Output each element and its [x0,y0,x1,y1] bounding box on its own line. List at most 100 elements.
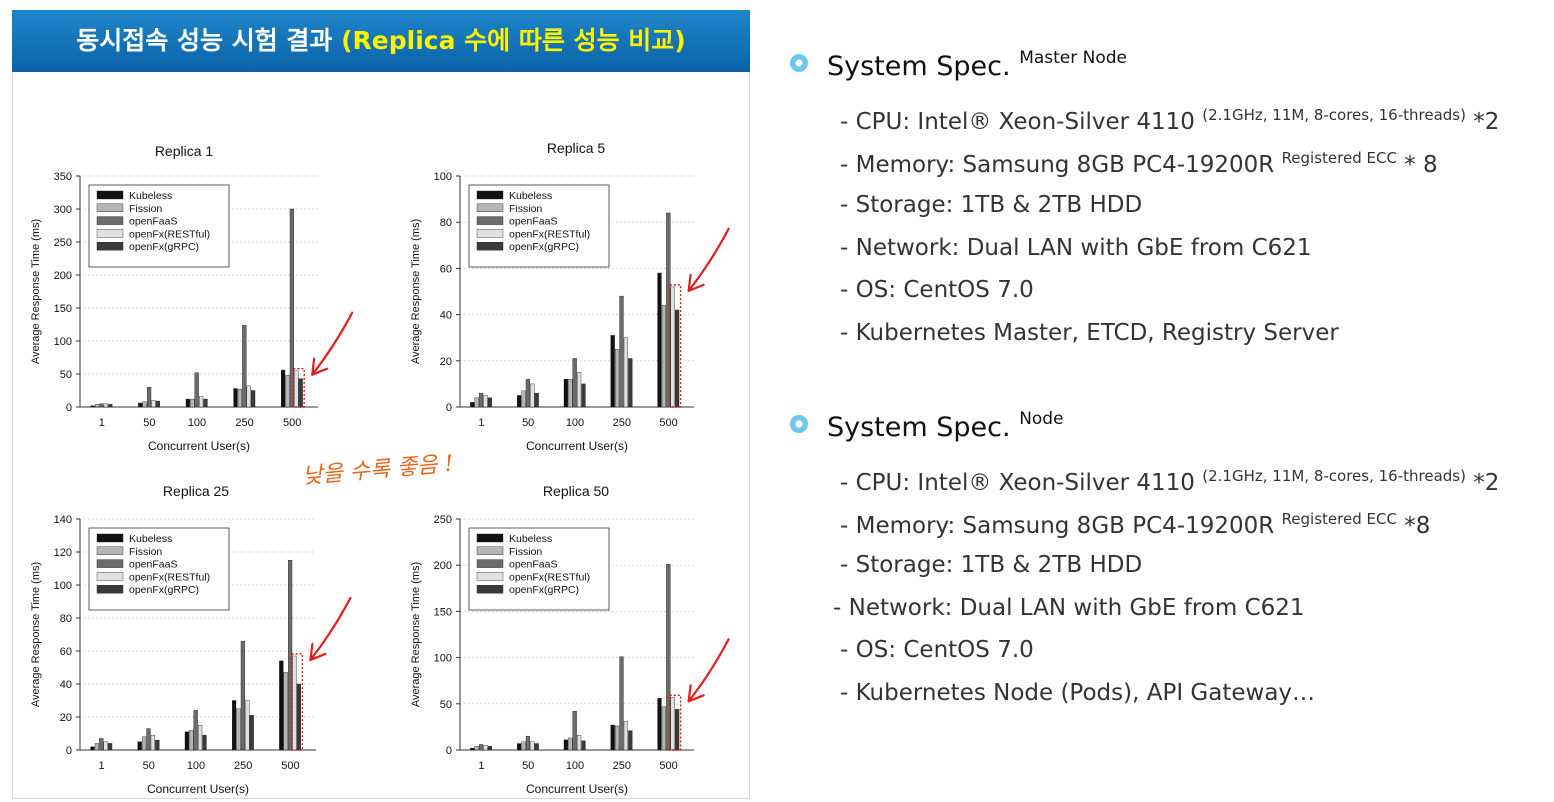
bar-openfx-restful- [198,396,204,408]
legend-entry: Kubeless [129,533,172,545]
spec-item-tail: *2 [1465,109,1500,135]
legend-swatch [96,572,124,581]
bar-fission [615,349,620,408]
legend-entry: openFx(gRPC) [509,241,579,253]
bar-kubeless [470,747,475,751]
legend-entry: openFx(gRPC) [129,584,199,596]
spec-item-text: - Storage: 1TB & 2TB HDD [840,552,1143,578]
spec-item-text: - OS: CentOS 7.0 [840,277,1034,303]
bar-openfx-restful- [151,400,156,408]
bar-openfx-grpc- [675,309,680,408]
x-tick-label: 1 [99,760,105,772]
spec-item: - OS: CentOS 7.0 [840,277,1034,303]
bar-kubeless [517,395,522,408]
y-tick-label: 40 [440,310,452,322]
bar-openfx-restful- [483,745,488,751]
bar-fission [141,736,147,751]
highlight-box [292,368,305,408]
spec-item: - Network: Dual LAN with GbE from C621 [833,595,1305,621]
legend-entry: Kubeless [129,190,172,202]
y-tick-label: 100 [434,653,452,665]
legend: KubelessFissionopenFaaSopenFx(RESTful)op… [468,527,610,611]
bar-openfx-grpc- [487,746,492,751]
spec-item-text: - Network: Dual LAN with GbE from C621 [833,595,1305,621]
bar-openfx-grpc- [628,358,633,408]
x-tick-label: 100 [188,417,206,429]
spec-item-text: - Kubernetes Node (Pods), API Gateway… [840,680,1316,706]
spec-item: - Kubernetes Node (Pods), API Gateway… [840,680,1315,706]
legend-swatch [476,203,504,213]
spec-item: - Kubernetes Master, ETCD, Registry Serv… [840,320,1339,346]
x-tick-label: 50 [143,417,155,429]
legend-swatch [476,241,504,251]
bar-openfaas [479,392,484,408]
spec-item: - Memory: Samsung 8GB PC4-19200R Registe… [840,149,1438,178]
x-tick-label: 100 [566,760,584,772]
bar-fission [283,672,288,751]
y-tick-label: 80 [60,613,72,625]
bar-openfaas [99,403,104,408]
bar-openfx-grpc- [108,404,113,408]
chart-title: Replica 5 [547,140,606,156]
red-arrow [311,311,354,376]
red-arrow-head [309,642,327,662]
y-tick-label: 60 [440,263,452,275]
red-arrow [687,638,730,703]
spec-item-text: - CPU: Intel® Xeon-Silver 4110 [840,470,1203,496]
bar-openfx-restful- [483,395,488,408]
legend-entry: openFx(RESTful) [129,571,210,583]
bar-openfx-restful- [577,735,582,751]
bar-openfx-restful- [670,286,675,408]
chart-title: Replica 50 [543,483,609,499]
x-tick-label: 500 [659,417,677,429]
bar-openfx-grpc- [675,709,680,751]
x-tick-label: 1 [478,417,484,429]
red-arrow [309,596,352,662]
bar-openfaas [240,640,245,751]
bar-openfx-grpc- [581,383,586,408]
bar-kubeless [138,402,143,408]
red-arrow [687,227,730,292]
highlight-box [290,653,304,751]
bar-openfx-grpc- [155,400,160,408]
legend-swatch [96,546,124,555]
spec-item-sup: (2.1GHz, 11M, 8-cores, 16-threads) [1202,106,1466,124]
bar-kubeless [137,741,142,751]
spec-item-text: - Memory: Samsung 8GB PC4-19200R [840,152,1282,178]
chart-title: Replica 25 [163,483,229,499]
bar-openfaas [572,358,577,408]
bar-openfx-restful- [245,700,250,751]
bar-openfaas [572,710,577,751]
legend-entry: openFx(gRPC) [129,241,199,253]
bar-openfaas [525,735,530,751]
red-arrow-head [687,684,705,703]
legend-swatch [96,203,124,213]
y-tick-label: 250 [434,514,452,526]
x-tick-label: 250 [613,417,631,429]
y-tick-label: 150 [54,303,72,315]
bar-fission [474,397,479,408]
spec-item-text: - Storage: 1TB & 2TB HDD [840,192,1143,218]
bar-fission [189,730,194,751]
x-axis-label: Concurrent User(s) [147,782,249,796]
legend-entry: Kubeless [509,190,552,202]
bar-openfaas [146,387,152,408]
bar-openfx-restful- [103,741,108,751]
y-tick-label: 200 [434,560,452,572]
bar-openfx-grpc- [296,683,301,751]
bar-kubeless [657,272,662,408]
x-tick-label: 50 [143,760,155,772]
legend-swatch [476,533,504,543]
y-tick-label: 250 [54,237,72,249]
legend-entry: Fission [129,546,162,558]
legend-swatch [96,559,124,568]
y-tick-label: 0 [446,402,452,414]
bullet-icon [790,54,808,72]
bar-openfx-restful- [246,385,251,408]
y-tick-label: 0 [66,745,72,757]
x-tick-label: 250 [235,417,253,429]
red-arrow-head [311,357,329,376]
bar-fission [94,404,100,408]
